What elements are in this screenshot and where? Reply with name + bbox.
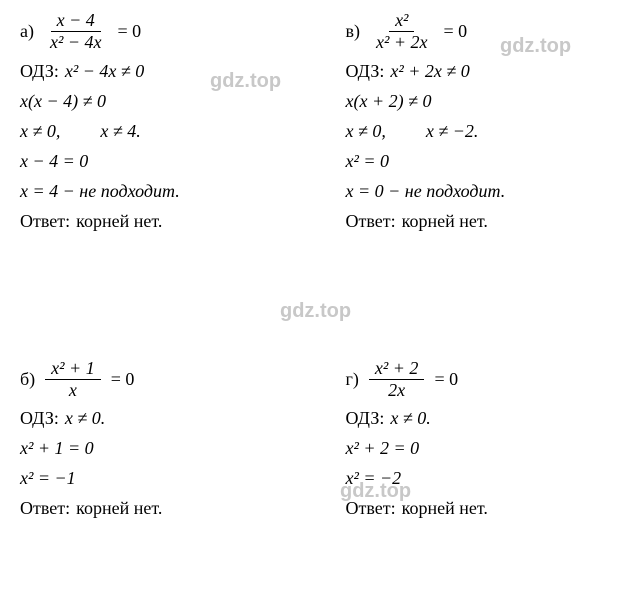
answer-line: Ответ: корней нет.	[346, 209, 612, 233]
numerator: x²	[389, 10, 414, 32]
problem-label: а)	[20, 21, 34, 42]
denominator: x	[63, 380, 83, 401]
ne1: x ≠ 0,	[346, 121, 386, 142]
odz-line: ОДЗ: x² + 2x ≠ 0	[346, 59, 612, 83]
fraction: x² x² + 2x	[370, 10, 434, 53]
answer-label: Ответ:	[346, 498, 396, 519]
fraction: x² + 2 2x	[369, 358, 425, 401]
constraints-line: x ≠ 0, x ≠ 4.	[20, 119, 286, 143]
equation-line: в) x² x² + 2x = 0	[346, 10, 612, 53]
problem-v: в) x² x² + 2x = 0 ОДЗ: x² + 2x ≠ 0 x(x +…	[346, 10, 612, 318]
answer-label: Ответ:	[346, 211, 396, 232]
equals: = 0	[434, 369, 458, 390]
denominator: 2x	[382, 380, 411, 401]
factor-line: x(x + 2) ≠ 0	[346, 89, 612, 113]
problem-b: б) x² + 1 x = 0 ОДЗ: x ≠ 0. x² + 1 = 0 x…	[20, 358, 286, 606]
equals: = 0	[118, 21, 142, 42]
problem-label: б)	[20, 369, 35, 390]
answer-line: Ответ: корней нет.	[20, 209, 286, 233]
numerator: x² + 2	[369, 358, 425, 380]
odz-label: ОДЗ:	[346, 408, 385, 429]
answer-line: Ответ: корней нет.	[20, 497, 286, 521]
odz-expr: x² + 2x ≠ 0	[390, 61, 469, 82]
answer-text: корней нет.	[76, 211, 162, 232]
solve-line-2: x² = −1	[20, 467, 286, 491]
answer-text: корней нет.	[402, 211, 488, 232]
odz-label: ОДЗ:	[346, 61, 385, 82]
problem-a: а) x − 4 x² − 4x = 0 ОДЗ: x² − 4x ≠ 0 x(…	[20, 10, 286, 318]
ne1: x ≠ 0,	[20, 121, 60, 142]
odz-line: ОДЗ: x² − 4x ≠ 0	[20, 59, 286, 83]
problem-label: в)	[346, 21, 361, 42]
solve-line-1: x² + 1 = 0	[20, 437, 286, 461]
odz-expr: x ≠ 0.	[390, 408, 430, 429]
problem-label: г)	[346, 369, 359, 390]
odz-label: ОДЗ:	[20, 61, 59, 82]
answer-text: корней нет.	[76, 498, 162, 519]
denominator: x² + 2x	[370, 32, 434, 53]
solve-line-1: x − 4 = 0	[20, 149, 286, 173]
answer-text: корней нет.	[402, 498, 488, 519]
problems-grid: а) x − 4 x² − 4x = 0 ОДЗ: x² − 4x ≠ 0 x(…	[20, 10, 611, 605]
equals: = 0	[444, 21, 468, 42]
factor-line: x(x − 4) ≠ 0	[20, 89, 286, 113]
equals: = 0	[111, 369, 135, 390]
solve-line-2: x² = −2	[346, 467, 612, 491]
solve-line-1: x² + 2 = 0	[346, 437, 612, 461]
equation-line: б) x² + 1 x = 0	[20, 358, 286, 401]
answer-line: Ответ: корней нет.	[346, 497, 612, 521]
solve-line-2: x = 0 − не подходит.	[346, 179, 612, 203]
fraction: x² + 1 x	[45, 358, 101, 401]
denominator: x² − 4x	[44, 32, 108, 53]
odz-expr: x ≠ 0.	[65, 408, 105, 429]
odz-expr: x² − 4x ≠ 0	[65, 61, 144, 82]
fraction: x − 4 x² − 4x	[44, 10, 108, 53]
equation-line: г) x² + 2 2x = 0	[346, 358, 612, 401]
odz-line: ОДЗ: x ≠ 0.	[20, 407, 286, 431]
odz-label: ОДЗ:	[20, 408, 59, 429]
odz-line: ОДЗ: x ≠ 0.	[346, 407, 612, 431]
equation-line: а) x − 4 x² − 4x = 0	[20, 10, 286, 53]
numerator: x − 4	[51, 10, 101, 32]
numerator: x² + 1	[45, 358, 101, 380]
constraints-line: x ≠ 0, x ≠ −2.	[346, 119, 612, 143]
solve-line-1: x² = 0	[346, 149, 612, 173]
solve-line-2: x = 4 − не подходит.	[20, 179, 286, 203]
problem-g: г) x² + 2 2x = 0 ОДЗ: x ≠ 0. x² + 2 = 0 …	[346, 358, 612, 606]
answer-label: Ответ:	[20, 498, 70, 519]
answer-label: Ответ:	[20, 211, 70, 232]
ne2: x ≠ 4.	[100, 121, 140, 142]
ne2: x ≠ −2.	[426, 121, 479, 142]
